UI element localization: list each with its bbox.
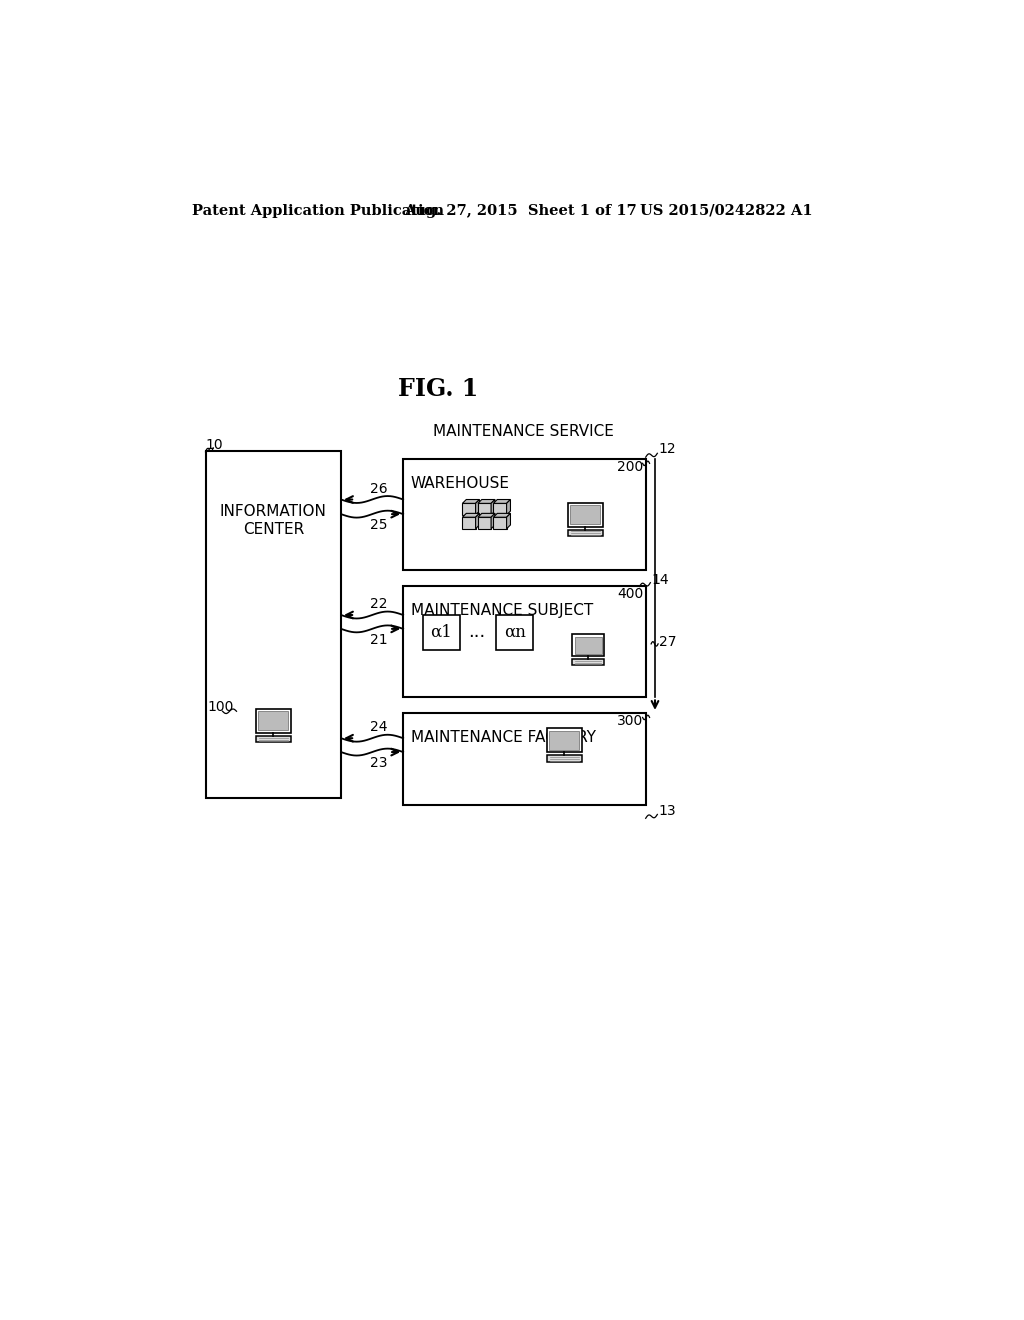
Bar: [572, 659, 604, 665]
Polygon shape: [475, 513, 479, 529]
Bar: [403, 713, 646, 805]
Text: Patent Application Publication: Patent Application Publication: [193, 203, 444, 218]
Bar: [572, 635, 604, 656]
Text: 10: 10: [206, 438, 223, 451]
Text: 14: 14: [652, 573, 670, 586]
Text: INFORMATION
CENTER: INFORMATION CENTER: [220, 504, 327, 536]
Bar: [494, 503, 507, 515]
Text: Aug. 27, 2015  Sheet 1 of 17: Aug. 27, 2015 Sheet 1 of 17: [403, 203, 637, 218]
Bar: [256, 737, 291, 742]
Text: αn: αn: [504, 624, 525, 640]
Bar: [478, 517, 492, 529]
Bar: [403, 459, 646, 570]
Text: FIG. 1: FIG. 1: [398, 378, 478, 401]
Bar: [423, 615, 460, 649]
Bar: [567, 529, 603, 536]
Polygon shape: [507, 513, 510, 529]
Bar: [403, 586, 646, 697]
Text: ...: ...: [468, 623, 485, 642]
Polygon shape: [475, 499, 479, 515]
Polygon shape: [463, 499, 479, 503]
Bar: [550, 731, 580, 750]
Text: WAREHOUSE: WAREHOUSE: [411, 475, 510, 491]
Text: 27: 27: [658, 635, 677, 648]
Text: 26: 26: [370, 482, 387, 496]
Polygon shape: [492, 513, 495, 529]
Text: 25: 25: [370, 517, 387, 532]
Bar: [547, 755, 582, 762]
Text: 13: 13: [658, 804, 677, 818]
Text: 300: 300: [617, 714, 643, 729]
Text: MAINTENANCE FACTORY: MAINTENANCE FACTORY: [411, 730, 596, 744]
Text: 12: 12: [658, 442, 677, 457]
Bar: [570, 506, 600, 524]
Bar: [463, 503, 475, 515]
Polygon shape: [494, 513, 510, 517]
Bar: [574, 636, 602, 653]
Polygon shape: [463, 513, 479, 517]
Bar: [256, 709, 291, 733]
Polygon shape: [478, 499, 495, 503]
Text: MAINTENANCE SERVICE: MAINTENANCE SERVICE: [433, 424, 613, 440]
Polygon shape: [478, 513, 495, 517]
Bar: [478, 503, 492, 515]
Text: MAINTENANCE SUBJECT: MAINTENANCE SUBJECT: [411, 603, 593, 618]
Text: α1: α1: [430, 624, 452, 640]
Bar: [496, 615, 534, 649]
Text: 400: 400: [617, 587, 643, 602]
Polygon shape: [492, 499, 495, 515]
Text: US 2015/0242822 A1: US 2015/0242822 A1: [640, 203, 812, 218]
Text: 200: 200: [617, 461, 643, 474]
Bar: [206, 451, 341, 797]
Bar: [547, 729, 582, 752]
Bar: [463, 517, 475, 529]
Bar: [567, 503, 603, 527]
Bar: [258, 711, 288, 730]
Polygon shape: [507, 499, 510, 515]
Bar: [494, 517, 507, 529]
Text: 22: 22: [370, 597, 387, 611]
Text: 21: 21: [370, 632, 387, 647]
Polygon shape: [494, 499, 510, 503]
Text: 23: 23: [370, 756, 387, 770]
Text: 100: 100: [207, 700, 233, 714]
Text: 24: 24: [370, 721, 387, 734]
